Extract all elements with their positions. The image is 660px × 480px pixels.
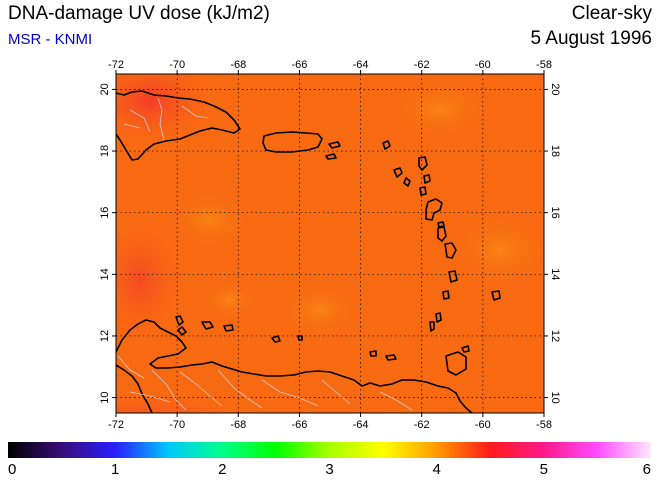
colorbar-tick-label: 6: [643, 461, 651, 478]
lat-tick-label: 12: [99, 330, 111, 342]
lat-tick-label: 16: [99, 207, 111, 219]
lat-tick-label: 14: [99, 268, 111, 280]
lon-ticks-top: -72 -70 -68 -66 -64 -62 -60 -58: [108, 59, 552, 74]
colorbar-tick-label: 2: [218, 461, 226, 478]
lon-tick-label: -72: [108, 59, 124, 71]
lat-tick-label: 18: [549, 145, 561, 157]
lon-tick-label: -72: [108, 419, 124, 430]
colorbar-ticks: 0 1 2 3 4 5 6: [8, 461, 651, 478]
lon-tick-label: -70: [169, 419, 185, 430]
colorbar-tick-label: 3: [325, 461, 333, 478]
map-date: 5 August 1996: [530, 28, 653, 49]
coastlines: [116, 90, 501, 413]
borders: [117, 97, 413, 411]
lat-ticks-left: 10 12 14 16 18 20: [99, 83, 116, 404]
lat-tick-label: 20: [99, 83, 111, 95]
colorbar-tick-label: 1: [111, 461, 119, 478]
lon-tick-label: -68: [230, 419, 246, 430]
trinidad-coast: [445, 351, 467, 376]
lon-tick-label: -68: [230, 59, 246, 71]
lat-tick-label: 18: [99, 145, 111, 157]
lon-tick-label: -60: [475, 419, 491, 430]
lon-tick-label: -70: [169, 59, 185, 71]
map-title: DNA-damage UV dose (kJ/m2): [8, 3, 270, 24]
uv-dose-map: -72 -70 -68 -66 -64 -62 -60 -58 -72 -70 -68 -66 -64…: [99, 59, 561, 430]
uv-field: [116, 74, 544, 413]
martinique-coast: [444, 242, 457, 259]
lon-tick-label: -58: [536, 59, 552, 71]
lat-tick-label: 10: [99, 391, 111, 403]
st-lucia-coast: [448, 270, 458, 283]
dominica-coast: [437, 226, 447, 242]
lon-tick-label: -66: [291, 59, 307, 71]
map-frame: [115, 73, 545, 414]
colorbar-tick-label: 4: [432, 461, 440, 478]
lon-tick-label: -62: [414, 59, 430, 71]
uv-colorbar: 0 1 2 3 4 5 6: [8, 442, 651, 478]
lon-tick-label: -64: [353, 419, 369, 430]
lat-lon-grid: [116, 74, 544, 413]
hispaniola-coast: [116, 90, 241, 161]
lon-ticks-bottom: -72 -70 -68 -66 -64 -62 -60 -58: [108, 413, 552, 430]
sky-condition: Clear-sky: [571, 3, 652, 24]
lat-ticks-right: 10 12 14 16 18 20: [544, 83, 561, 404]
lat-tick-label: 16: [549, 207, 561, 219]
colorbar-gradient: [8, 442, 651, 458]
lat-tick-label: 10: [549, 391, 561, 403]
colorbar-tick-label: 5: [540, 461, 548, 478]
guadeloupe-coast: [425, 198, 443, 221]
lon-tick-label: -60: [475, 59, 491, 71]
puerto-rico-coast: [262, 131, 323, 153]
lon-tick-label: -58: [536, 419, 552, 430]
lat-tick-label: 14: [549, 268, 561, 280]
map-subtitle: MSR - KNMI: [8, 31, 93, 48]
lon-tick-label: -64: [353, 59, 369, 71]
lon-tick-label: -66: [291, 419, 307, 430]
lat-tick-label: 20: [549, 83, 561, 95]
lat-tick-label: 12: [549, 330, 561, 342]
colorbar-tick-label: 0: [8, 461, 16, 478]
venezuela-coast: [116, 319, 473, 413]
lon-tick-label: -62: [414, 419, 430, 430]
